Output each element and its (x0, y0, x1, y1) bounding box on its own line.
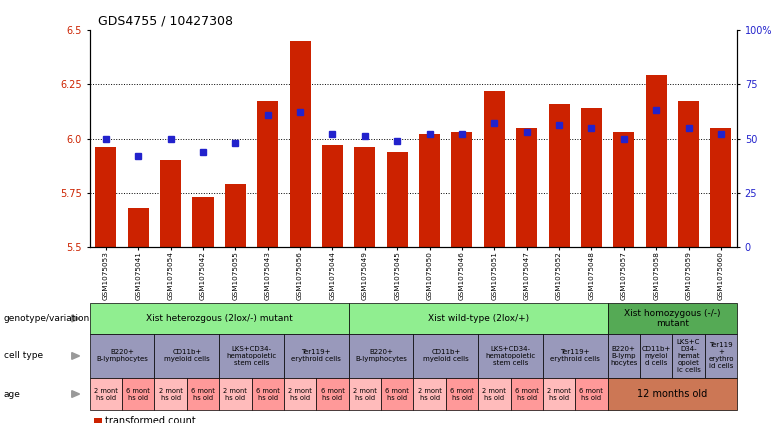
Text: Xist homozygous (-/-)
mutant: Xist homozygous (-/-) mutant (624, 309, 721, 328)
Text: Ter119+
erythroid cells: Ter119+ erythroid cells (292, 349, 341, 363)
Bar (387, 151, 408, 247)
Text: 6 mont
hs old: 6 mont hs old (256, 387, 280, 401)
Text: 6 mont
hs old: 6 mont hs old (321, 387, 345, 401)
Bar (225, 184, 246, 247)
Bar (193, 198, 214, 247)
Text: LKS+CD34-
hematopoietic
stem cells: LKS+CD34- hematopoietic stem cells (485, 346, 536, 366)
Text: 2 mont
hs old: 2 mont hs old (482, 387, 506, 401)
Bar (711, 128, 732, 247)
Text: B220+
B-lymphocytes: B220+ B-lymphocytes (96, 349, 148, 363)
Text: 2 mont
hs old: 2 mont hs old (288, 387, 312, 401)
Bar (322, 145, 343, 247)
Text: LKS+C
D34-
hemat
opoiet
ic cells: LKS+C D34- hemat opoiet ic cells (676, 339, 700, 373)
Text: B220+
B-lymp
hocytes: B220+ B-lymp hocytes (610, 346, 637, 366)
Bar (160, 160, 181, 247)
Text: 6 mont
hs old: 6 mont hs old (515, 387, 539, 401)
Text: Ter119
+
erythro
id cells: Ter119 + erythro id cells (708, 343, 734, 369)
Text: CD11b+
myeloid cells: CD11b+ myeloid cells (423, 349, 469, 363)
Text: GDS4755 / 10427308: GDS4755 / 10427308 (98, 15, 232, 28)
Text: Ter119+
erythroid cells: Ter119+ erythroid cells (551, 349, 600, 363)
Text: 6 mont
hs old: 6 mont hs old (385, 387, 410, 401)
Text: 2 mont
hs old: 2 mont hs old (353, 387, 377, 401)
Text: 2 mont
hs old: 2 mont hs old (223, 387, 247, 401)
Bar (548, 104, 569, 247)
Text: 6 mont
hs old: 6 mont hs old (126, 387, 151, 401)
Text: 6 mont
hs old: 6 mont hs old (191, 387, 215, 401)
Bar (613, 132, 634, 247)
Bar (257, 102, 278, 247)
Text: cell type: cell type (4, 352, 43, 360)
Bar (452, 132, 473, 247)
Text: genotype/variation: genotype/variation (4, 314, 90, 323)
Bar (581, 108, 602, 247)
Text: 2 mont
hs old: 2 mont hs old (94, 387, 118, 401)
Text: LKS+CD34-
hematopoietic
stem cells: LKS+CD34- hematopoietic stem cells (226, 346, 277, 366)
Bar (128, 208, 149, 247)
Bar (516, 128, 537, 247)
Text: 6 mont
hs old: 6 mont hs old (450, 387, 474, 401)
Bar (678, 102, 699, 247)
Text: age: age (4, 390, 21, 398)
Text: CD11b+
myeloi
d cells: CD11b+ myeloi d cells (641, 346, 671, 366)
Bar (354, 147, 375, 247)
Bar (484, 91, 505, 247)
Text: Xist wild-type (2lox/+): Xist wild-type (2lox/+) (427, 314, 529, 323)
Bar (646, 75, 667, 247)
Text: 12 months old: 12 months old (637, 389, 707, 399)
Text: Xist heterozgous (2lox/-) mutant: Xist heterozgous (2lox/-) mutant (146, 314, 292, 323)
Bar (289, 41, 310, 247)
Text: CD11b+
myeloid cells: CD11b+ myeloid cells (164, 349, 210, 363)
Bar (95, 147, 116, 247)
Text: 2 mont
hs old: 2 mont hs old (417, 387, 441, 401)
Text: 2 mont
hs old: 2 mont hs old (158, 387, 183, 401)
Text: 2 mont
hs old: 2 mont hs old (547, 387, 571, 401)
Text: B220+
B-lymphocytes: B220+ B-lymphocytes (355, 349, 407, 363)
Text: 6 mont
hs old: 6 mont hs old (580, 387, 604, 401)
Text: transformed count: transformed count (105, 416, 196, 423)
Bar (419, 134, 440, 247)
